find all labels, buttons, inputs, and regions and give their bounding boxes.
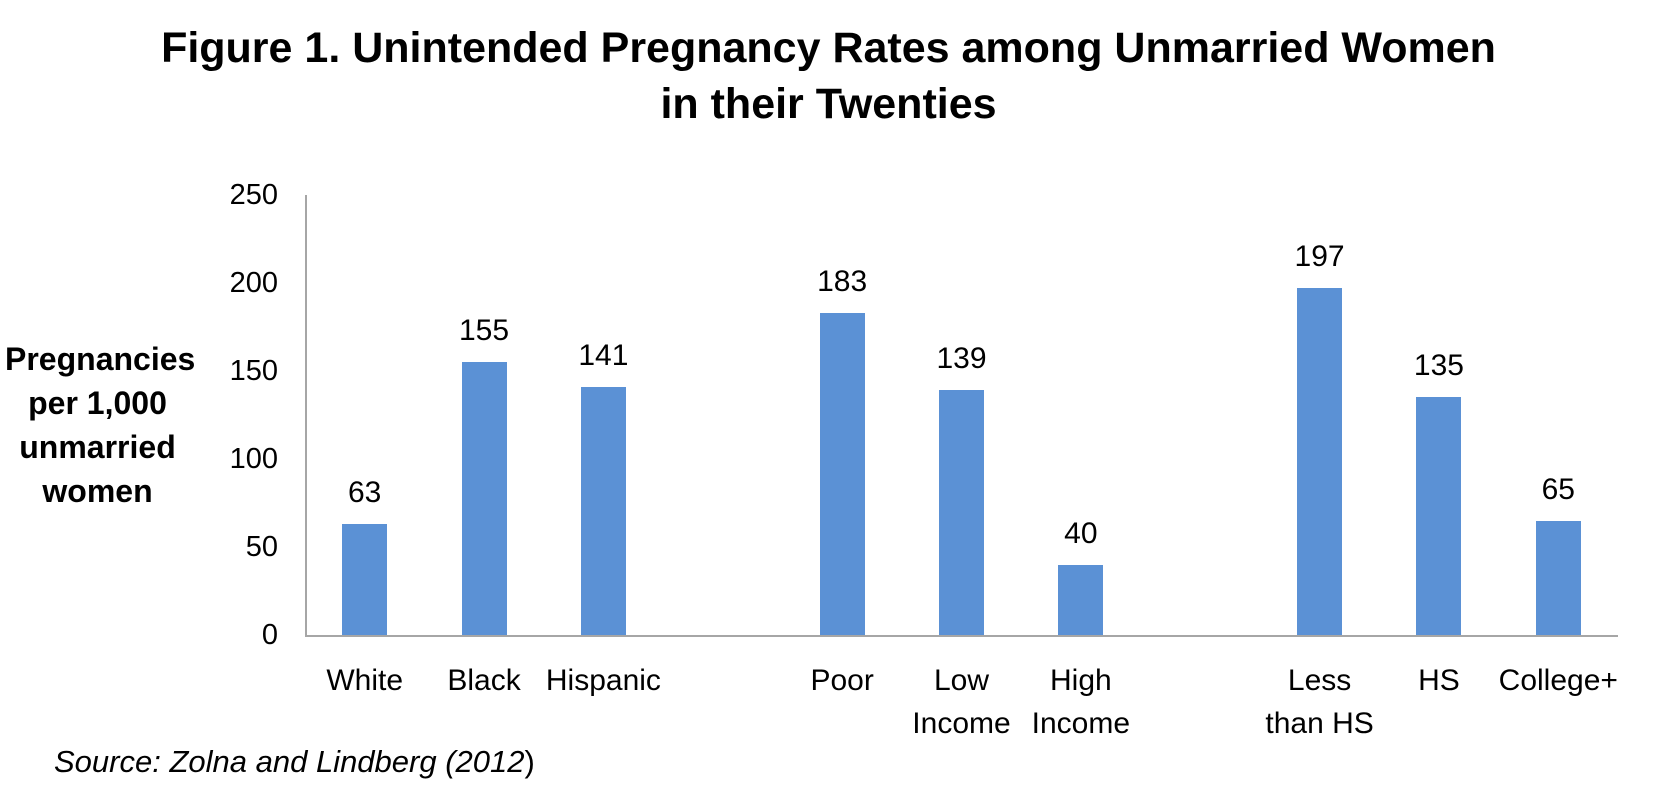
- category-label-hs: HS: [1418, 664, 1460, 697]
- source-note-paren: ): [524, 744, 535, 779]
- bar-value-label: 155: [459, 314, 510, 348]
- bar-white: [342, 524, 388, 635]
- y-axis-title-line: women: [42, 473, 153, 509]
- bar-high-income: [1058, 564, 1104, 635]
- category-label-college-: College+: [1498, 664, 1618, 697]
- y-axis-tick-label: 200: [229, 267, 278, 299]
- y-axis-title: Pregnancies per 1,000 unmarried women: [5, 337, 196, 513]
- source-note: Source: Zolna and Lindberg (2012): [54, 744, 535, 780]
- category-label-low-income: Low Income: [912, 664, 1011, 740]
- chart-title-line-1: Figure 1. Unintended Pregnancy Rates amo…: [161, 24, 1496, 72]
- bar-less-than-hs: [1297, 288, 1343, 635]
- bar-college-: [1535, 520, 1581, 635]
- y-axis-tick-label: 50: [245, 531, 278, 563]
- x-axis-line: [305, 635, 1618, 637]
- bar-value-label: 135: [1413, 349, 1464, 383]
- chart-title: Figure 1. Unintended Pregnancy Rates amo…: [0, 20, 1657, 132]
- category-label-less-than-hs: Less than HS: [1265, 664, 1374, 740]
- bar-black: [461, 362, 507, 635]
- chart-title-line-2: in their Twenties: [660, 80, 997, 128]
- bar-poor: [819, 312, 865, 635]
- bar-hs: [1416, 397, 1462, 635]
- bar-value-label: 183: [817, 264, 868, 298]
- category-label-high-income: High Income: [1031, 664, 1131, 740]
- y-axis-title-line: unmarried: [19, 429, 176, 465]
- bar-value-label: 139: [936, 342, 987, 376]
- bar-value-label: 63: [347, 476, 382, 510]
- y-axis-title-line: per 1,000: [28, 385, 167, 421]
- bar-hispanic: [580, 386, 626, 635]
- bar-value-label: 197: [1294, 240, 1345, 274]
- bar-value-label: 141: [578, 338, 629, 372]
- y-axis-tick-label: 250: [229, 179, 278, 211]
- y-axis-tick-label: 100: [229, 443, 278, 475]
- bar-value-label: 40: [1064, 516, 1098, 550]
- bar-value-label: 65: [1541, 472, 1575, 506]
- y-axis-tick-label: 150: [229, 355, 278, 387]
- y-axis-line: [305, 195, 307, 637]
- category-label-black: Black: [447, 664, 521, 697]
- source-note-text: Source: Zolna and Lindberg (2012: [54, 744, 525, 779]
- category-label-white: White: [326, 664, 404, 697]
- category-label-poor: Poor: [810, 664, 874, 697]
- y-axis-tick-label: 0: [261, 619, 278, 651]
- y-axis-title-line: Pregnancies: [5, 341, 196, 377]
- bar-low-income: [939, 390, 984, 635]
- category-label-hispanic: Hispanic: [545, 664, 661, 697]
